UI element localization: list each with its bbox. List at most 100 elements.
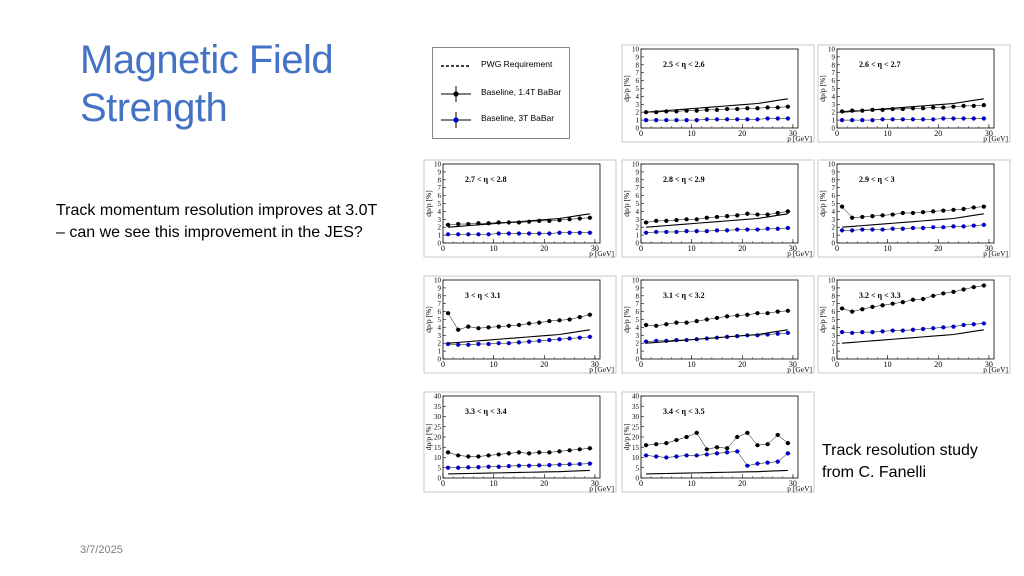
slide-title-line-2: Strength [80,86,228,130]
baseline-14t-point [704,215,709,220]
baseline-14t-point [654,218,659,223]
slide-title-line-1: Magnetic Field [80,38,334,82]
baseline-3t-point [496,231,501,236]
y-tick-label: 6 [438,192,442,200]
baseline-14t-point [981,283,986,288]
x-tick-label: 30 [789,129,797,138]
panel-title: 2.8 < η < 2.9 [663,175,705,184]
baseline-3t-point [476,232,481,237]
y-tick-label: 7 [636,300,640,308]
y-tick-label: 9 [438,168,442,176]
baseline-3t-point [577,230,582,235]
baseline-3t-point [486,232,491,237]
baseline-3t-point [506,231,511,236]
baseline-14t-point [981,102,986,108]
baseline-3t-point [664,229,669,235]
baseline-14t-point [537,218,542,223]
y-tick-label: 1 [832,348,836,356]
baseline-3t-point [704,452,709,457]
x-tick-label: 10 [884,360,892,369]
baseline-3t-point [839,228,845,233]
baseline-14t-point [839,204,845,209]
baseline-3t-point [775,116,780,121]
slide-title: Magnetic Field Strength [80,36,334,132]
baseline-14t-point [931,209,936,214]
baseline-3t-point [931,225,936,230]
requirement-curve [842,98,984,113]
panel-title: 3.1 < η < 3.2 [663,291,705,300]
baseline-3t-point [981,321,986,326]
y-tick-label: 6 [832,77,836,85]
baseline-3t-point [674,337,679,343]
baseline-14t-point [971,205,976,210]
baseline-14t-point [765,105,770,110]
baseline-14t-point [755,311,760,316]
baseline-3t-point [476,465,481,470]
baseline-14t-point [755,443,760,448]
y-tick-label: 8 [636,176,640,184]
black-marker-icon [441,86,471,102]
x-axis-label: p [GeV] [589,484,614,493]
y-tick-label: 1 [832,117,836,125]
baseline-3t-point [839,330,845,335]
baseline-3t-point [476,341,481,347]
baseline-14t-point [775,105,780,110]
panel-frame [621,391,815,493]
baseline-3t-point [654,118,659,123]
baseline-14t-point [931,293,936,298]
baseline-3t-point [486,464,491,469]
baseline-14t-point [745,312,750,317]
y-tick-label: 7 [438,184,442,192]
baseline-14t-point [775,309,780,314]
baseline-14t-point [684,217,689,222]
baseline-3t-point [577,461,582,467]
baseline-3t-point [890,117,895,122]
baseline-14t-point [981,204,986,209]
slide-date: 3/7/2025 [80,544,123,556]
y-tick-label: 0 [438,240,442,248]
baseline-3t-point [537,338,542,343]
baseline-14t-point [537,450,542,455]
baseline-3t-point [900,226,905,231]
baseline-14t-point [704,107,709,112]
baseline-14t-point [951,289,956,294]
y-tick-label: 10 [632,277,640,285]
baseline-14t-point [785,308,790,313]
baseline-3t-point [765,226,770,231]
baseline-14t-point [486,325,491,330]
baseline-14t-point [765,442,770,447]
y-tick-label: 6 [636,77,640,85]
baseline-14t-point [765,212,770,217]
baseline-14t-point [694,318,699,324]
y-tick-label: 8 [438,176,442,184]
baseline-14t-point [577,447,582,452]
baseline-14t-point [890,301,895,306]
baseline-3t-point [704,117,709,122]
baseline-14t-point [951,104,956,109]
baseline-14t-point [516,450,522,455]
y-tick-label: 3 [832,101,836,109]
x-tick-label: 0 [835,129,839,138]
y-tick-label: 35 [434,403,442,411]
baseline-14t-point [654,323,659,328]
baseline-14t-point [724,446,730,451]
panel-title: 3.2 < η < 3.3 [859,291,901,300]
panel-frame [423,159,617,258]
baseline-14t-point [537,320,542,325]
x-tick-label: 10 [490,244,498,253]
baseline-14t-point [880,213,885,218]
baseline-14t-point [745,211,750,216]
x-axis-label: p [GeV] [787,365,812,374]
baseline-14t-point [664,322,669,327]
y-tick-label: 9 [832,53,836,61]
baseline-14t-point [526,451,532,456]
baseline-14t-point [643,220,649,225]
baseline-3t-point [961,224,966,229]
y-tick-label: 4 [636,93,640,101]
baseline-3t-point [567,462,572,467]
baseline-3t-point [526,231,532,236]
baseline-14t-point [714,445,720,450]
y-tick-label: 8 [636,61,640,69]
legend-item-pwg: PWG Requirement [433,56,569,76]
